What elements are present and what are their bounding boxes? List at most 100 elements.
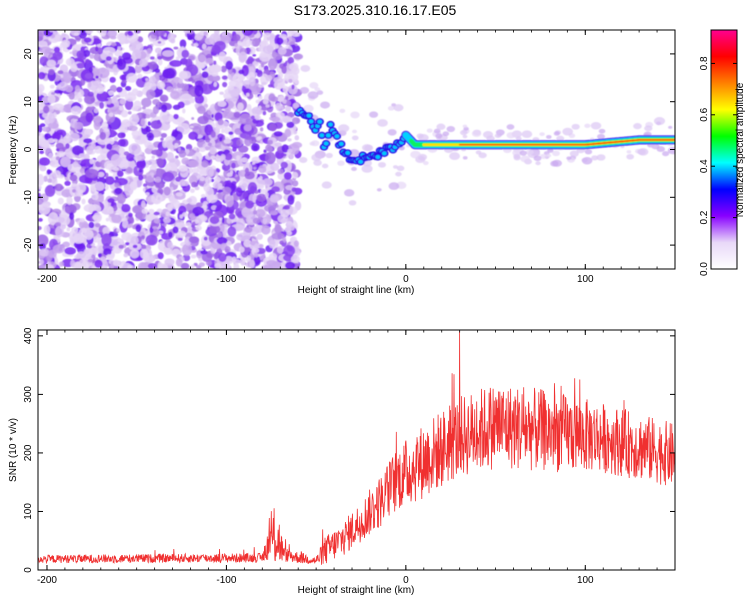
spectrogram-faint-blob xyxy=(540,153,548,159)
spectrogram-noise-blob xyxy=(46,169,51,175)
figure-title: S173.2025.310.16.17.E05 xyxy=(294,2,457,18)
spectrogram-noise-blob xyxy=(291,171,299,179)
spectrogram-noise-blob xyxy=(221,163,231,171)
spectrogram-noise-blob xyxy=(269,65,275,71)
spectrogram-noise-blob xyxy=(211,113,214,118)
spectrogram-noise-blob xyxy=(210,64,222,73)
spectrogram-noise-blob xyxy=(204,146,210,151)
spectrogram-noise-blob xyxy=(265,151,276,165)
spectrogram-noise-blob xyxy=(281,144,289,153)
spectrogram-noise-blob xyxy=(151,192,163,205)
spectrogram-noise-blob xyxy=(94,145,103,154)
spectrogram-noise-blob xyxy=(232,147,237,152)
spectrogram-noise-blob xyxy=(191,181,198,188)
spectrogram-faint-blob xyxy=(321,181,332,189)
spectrogram-noise-blob xyxy=(274,142,282,147)
spectrogram-faint-blob xyxy=(482,131,494,139)
spectrogram-noise-blob xyxy=(256,193,267,202)
spectrogram-noise-blob xyxy=(118,146,125,155)
spectrogram-noise-blob xyxy=(38,217,43,222)
spectrogram-noise-blob xyxy=(71,145,84,156)
spectrogram-noise-blob xyxy=(68,92,75,100)
colorbar: 0.0 0.2 0.4 0.6 0.8 Normalized spectral ampl… xyxy=(699,29,746,276)
spectrogram-noise-blob xyxy=(251,143,260,152)
spectrogram-noise-blob xyxy=(82,43,86,47)
spectrogram-faint-blob xyxy=(520,155,531,163)
spectrogram-noise-blob xyxy=(83,49,91,58)
spectrogram-noise-blob xyxy=(214,262,222,269)
spectrogram-noise-blob xyxy=(266,260,277,266)
spectrogram-noise-blob xyxy=(256,233,263,240)
spectrogram-noise-blob xyxy=(195,202,203,208)
spectrogram-faint-blob xyxy=(309,141,315,146)
spectrogram-noise-blob xyxy=(213,60,217,66)
spectrogram-noise-blob xyxy=(39,248,50,257)
spectrogram-faint-blob xyxy=(351,135,359,141)
spectrogram-noise-blob xyxy=(273,131,283,137)
spectrogram-noise-blob xyxy=(137,261,148,269)
spectrogram-noise-blob xyxy=(145,78,149,81)
spectrogram-noise-blob xyxy=(97,171,105,178)
spectrogram-faint-blob xyxy=(462,134,468,139)
spectrogram-noise-blob xyxy=(254,243,260,249)
spectrogram-noise-blob xyxy=(103,46,116,55)
spectrogram-noise-blob xyxy=(44,185,56,197)
spectrogram-ridge-core xyxy=(323,141,329,146)
spectrogram-faint-blob xyxy=(442,131,450,137)
spectrogram-faint-blob xyxy=(316,90,324,95)
spectrogram-noise-blob xyxy=(74,85,81,93)
spectrogram-noise-blob xyxy=(271,186,280,193)
spectrogram-noise-blob xyxy=(121,52,132,61)
spectrogram-ridge-core xyxy=(375,154,381,159)
spectrogram-noise-blob xyxy=(61,189,73,198)
spectrogram-faint-blob xyxy=(462,124,468,128)
spectrogram-noise-blob xyxy=(255,209,266,218)
spectrogram-noise-blob xyxy=(150,120,162,130)
spectrogram-noise-blob xyxy=(107,30,118,38)
spectrogram-noise-blob xyxy=(289,153,294,159)
spectrogram-noise-blob xyxy=(210,155,216,159)
spectrogram-noise-blob xyxy=(148,208,155,214)
spectrogram-noise-blob xyxy=(193,42,199,47)
spectrogram-noise-blob xyxy=(57,70,64,75)
spectrogram-noise-blob xyxy=(38,125,43,133)
spectrogram-noise-blob xyxy=(253,248,260,253)
spectrogram-noise-blob xyxy=(47,249,57,258)
spectrogram-noise-blob xyxy=(152,105,159,115)
spectrogram-faint-blob xyxy=(590,122,602,130)
spectrogram-noise-blob xyxy=(160,137,164,141)
spectrogram-noise-blob xyxy=(93,120,101,131)
spectrogram-noise-blob xyxy=(238,69,245,75)
spectrogram-faint-blob xyxy=(299,86,310,94)
spectrogram-noise-blob xyxy=(49,160,60,168)
spectrogram-noise-blob xyxy=(85,58,90,64)
spectrogram-noise-blob xyxy=(106,254,111,257)
spectrogram-noise-blob xyxy=(153,211,160,216)
spectrogram-ridge-layer xyxy=(459,139,675,146)
spectrogram-noise-blob xyxy=(149,226,154,233)
spectrogram-noise-blob xyxy=(286,100,292,107)
spectrogram-noise-blob xyxy=(151,173,154,178)
spectrogram-noise-blob xyxy=(114,50,124,57)
spectrogram-noise-blob xyxy=(77,97,83,103)
spectrogram-noise-blob xyxy=(59,261,64,267)
spectrogram-faint-blob xyxy=(571,123,580,130)
spectrogram-noise-blob xyxy=(207,142,212,147)
spectrogram-noise-blob xyxy=(196,105,206,115)
spectrogram-faint-blob xyxy=(320,101,331,109)
spectrogram-noise-blob xyxy=(217,118,224,126)
spectrogram-noise-blob xyxy=(199,176,206,182)
spectrogram-noise-blob xyxy=(125,166,133,174)
spectrogram-noise-blob xyxy=(128,143,141,155)
spectrogram-noise-blob xyxy=(39,150,45,155)
spectrogram-noise-blob xyxy=(229,170,234,175)
spectrogram-noise-blob xyxy=(236,218,246,231)
spectrogram-faint-blob xyxy=(478,152,487,159)
spectrogram-noise-blob xyxy=(187,160,199,168)
spectrogram-noise-blob xyxy=(89,46,101,55)
spectrogram-y-tick-label: 10 xyxy=(23,96,34,108)
spectrogram-noise-blob xyxy=(88,221,95,229)
spectrogram-noise-blob xyxy=(141,200,146,209)
spectrogram-noise-blob xyxy=(94,259,103,268)
spectrogram-noise-blob xyxy=(170,199,181,210)
